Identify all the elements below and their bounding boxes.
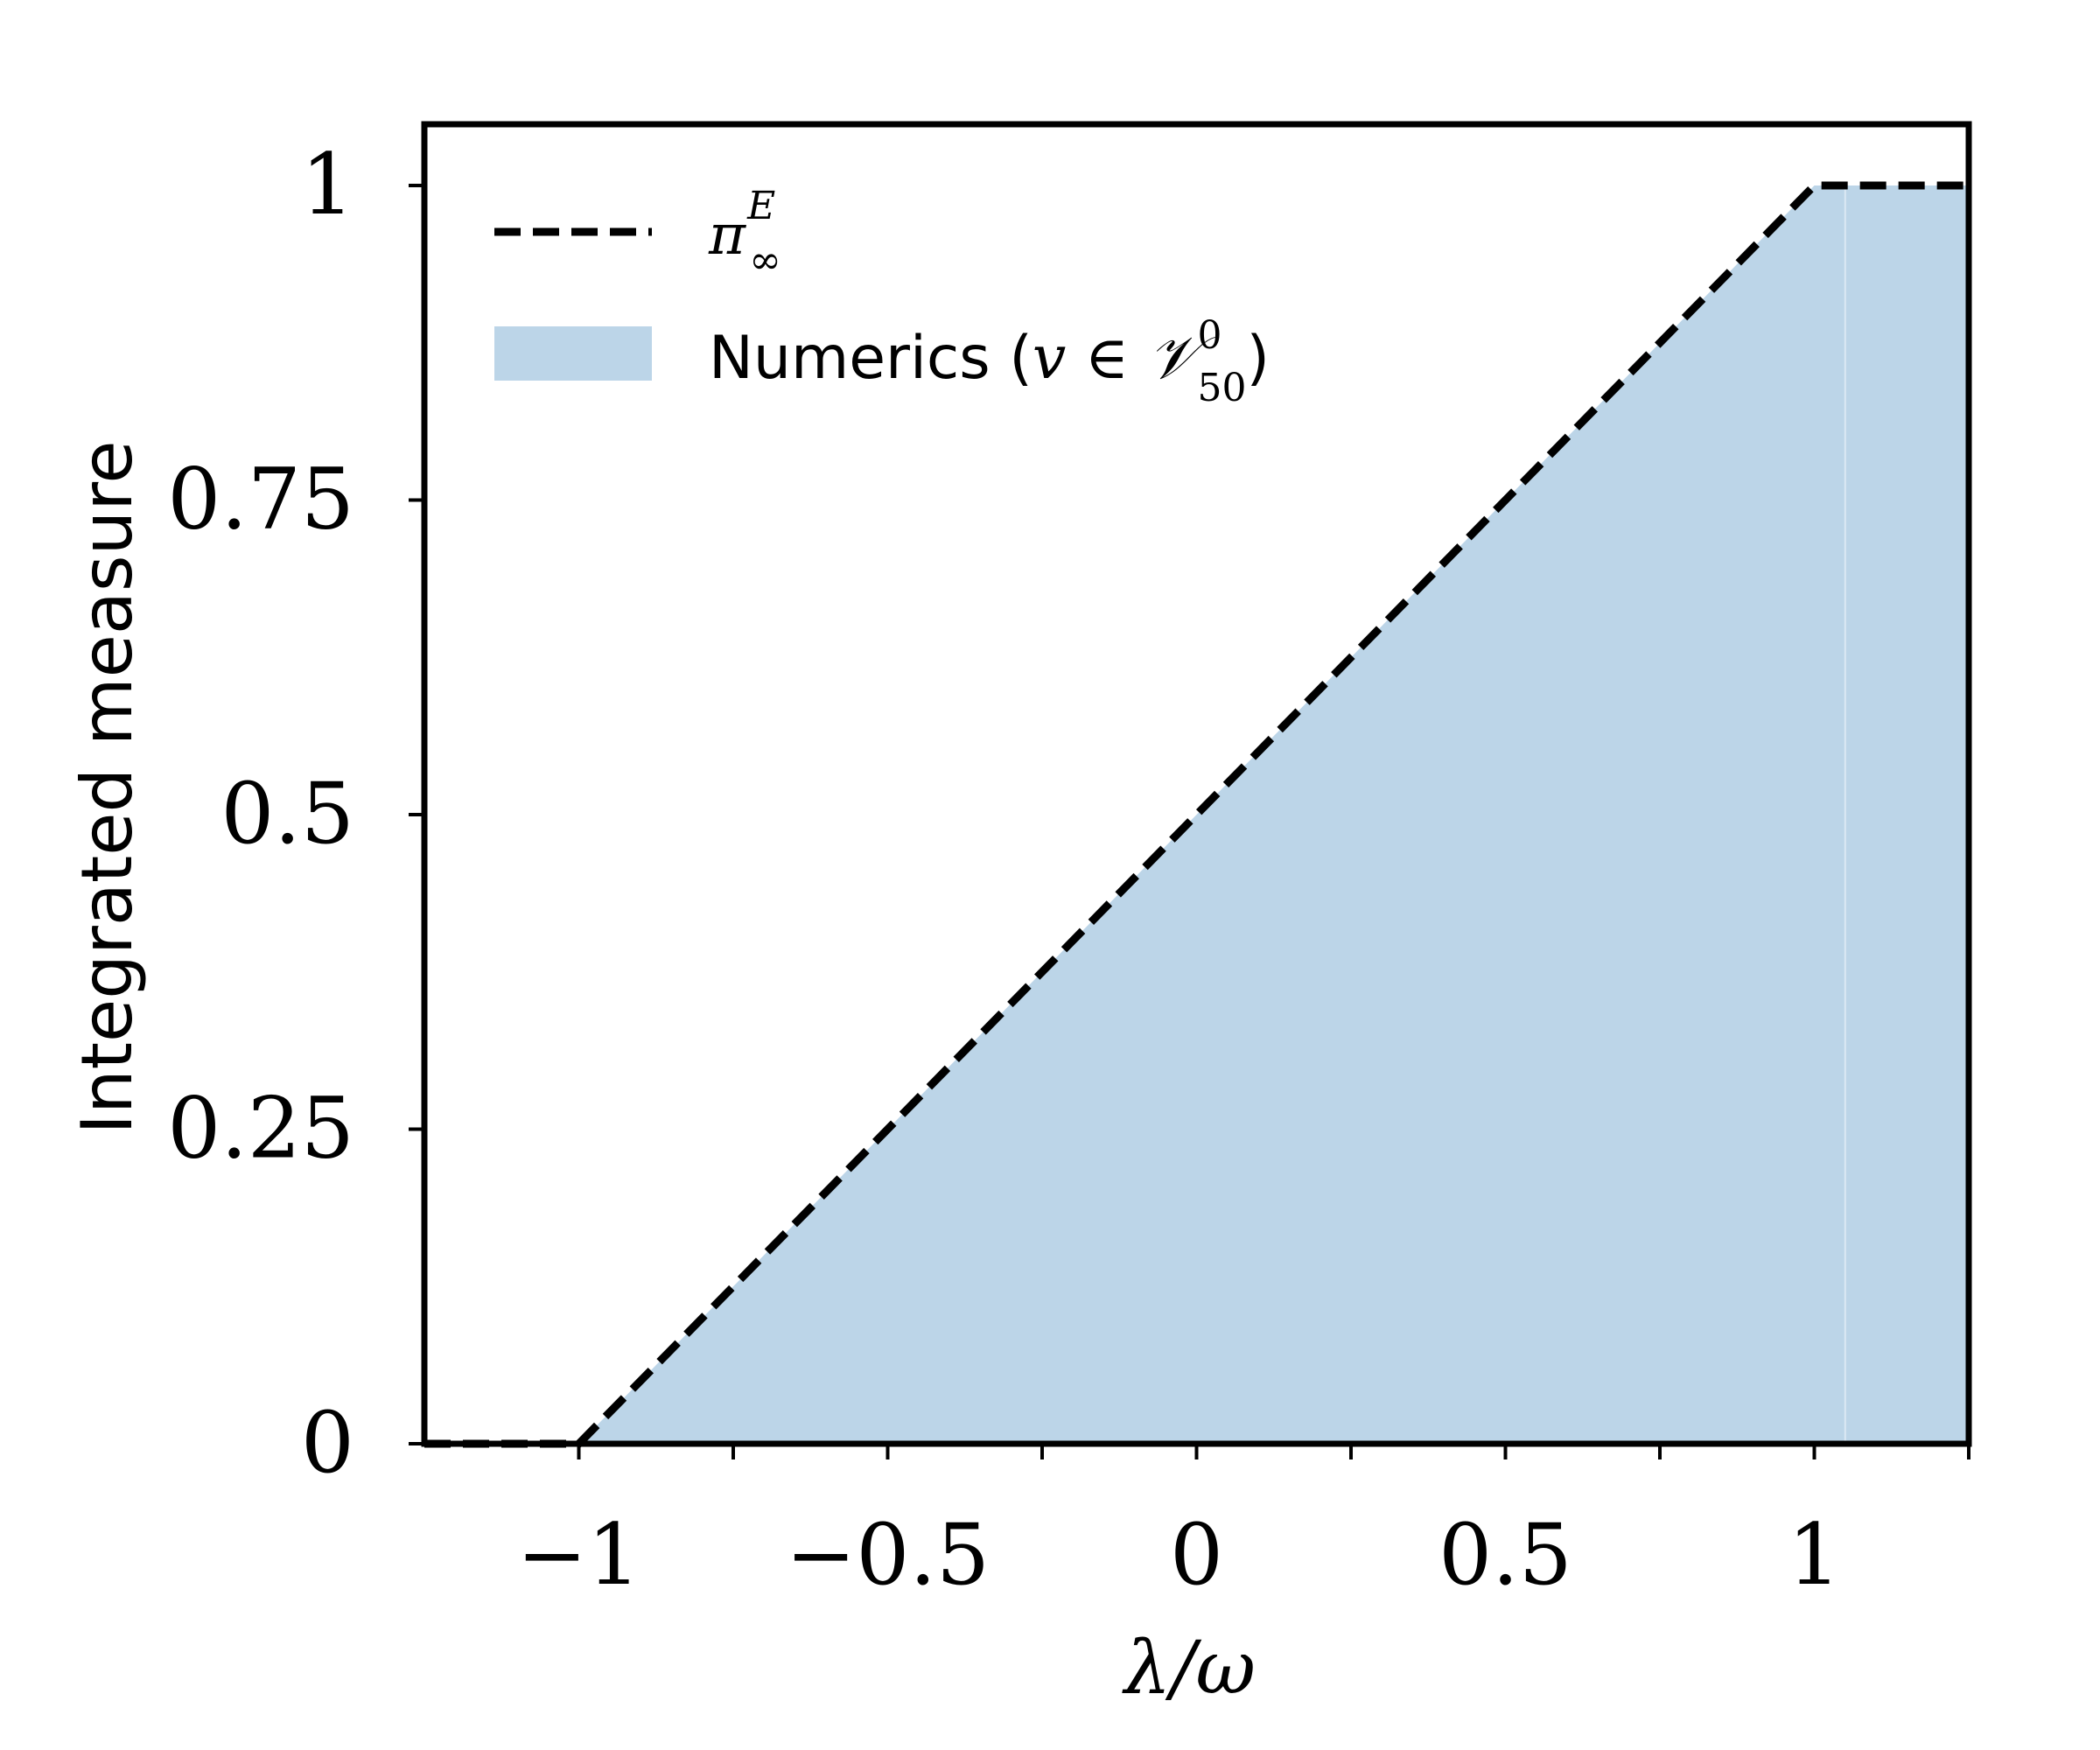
legend-area-swatch bbox=[494, 326, 652, 381]
x-tick-label: 0 bbox=[1170, 1506, 1223, 1604]
y-axis-label: Integrated measure bbox=[66, 440, 148, 1134]
x-tick-label: 0.5 bbox=[1438, 1506, 1572, 1604]
y-tick-label: 0.5 bbox=[220, 765, 354, 863]
legend-area-label: Numerics (v ∈ 𝒱0 50) bbox=[709, 313, 1270, 410]
legend: πE ∞ Numerics (v ∈ 𝒱0 50) bbox=[494, 184, 1270, 410]
y-tick-label: 0.75 bbox=[167, 451, 354, 549]
x-tick-label: −0.5 bbox=[786, 1506, 990, 1604]
y-axis: 0 0.25 0.5 0.75 1 bbox=[167, 136, 424, 1492]
numerics-area bbox=[578, 186, 1969, 1444]
x-axis-label: λ/ω bbox=[1122, 1625, 1256, 1711]
y-tick-label: 0 bbox=[301, 1394, 354, 1492]
y-tick-label: 0.25 bbox=[167, 1080, 354, 1178]
y-tick-label: 1 bbox=[301, 136, 354, 234]
x-tick-label: −1 bbox=[517, 1506, 641, 1604]
legend-line-label: πE ∞ bbox=[708, 184, 781, 283]
numerics-area-layer bbox=[578, 186, 1969, 1444]
x-axis: −1 −0.5 0 0.5 1 bbox=[517, 1444, 1970, 1604]
x-tick-label: 1 bbox=[1788, 1506, 1841, 1604]
